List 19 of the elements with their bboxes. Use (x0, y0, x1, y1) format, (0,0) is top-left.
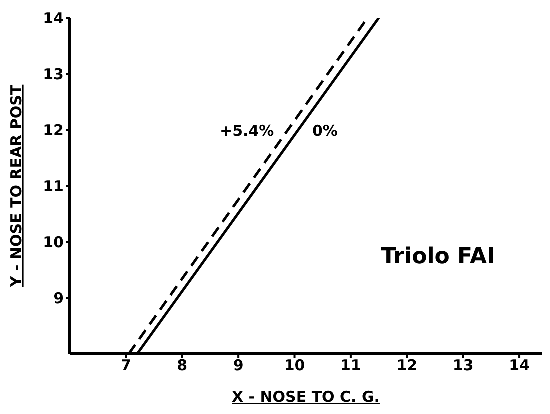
y-tick-label: 10 (43, 233, 64, 252)
y-tick-label: 14 (43, 9, 64, 28)
y-tick-label: 12 (43, 121, 64, 140)
series-label: 0% (312, 122, 338, 140)
x-axis-title: X - NOSE TO C. G. (232, 388, 380, 406)
y-tick-label: 13 (43, 65, 64, 84)
y-tick-label: 11 (43, 177, 64, 196)
x-tick-label: 9 (233, 356, 244, 375)
y-tick-label: 9 (54, 289, 64, 308)
x-tick-label: 14 (509, 356, 530, 375)
x-tick-label: 12 (396, 356, 418, 375)
y-axis-title: Y - NOSE TO REAR POST (7, 84, 26, 288)
annotation: Triolo FAI (381, 244, 496, 270)
x-tick-label: 13 (452, 356, 474, 375)
series-label: +5.4% (220, 122, 274, 140)
x-tick-label: 8 (177, 356, 188, 375)
x-tick-label: 11 (340, 356, 362, 375)
x-tick-label: 7 (120, 356, 132, 375)
x-tick-label: 10 (284, 356, 306, 375)
